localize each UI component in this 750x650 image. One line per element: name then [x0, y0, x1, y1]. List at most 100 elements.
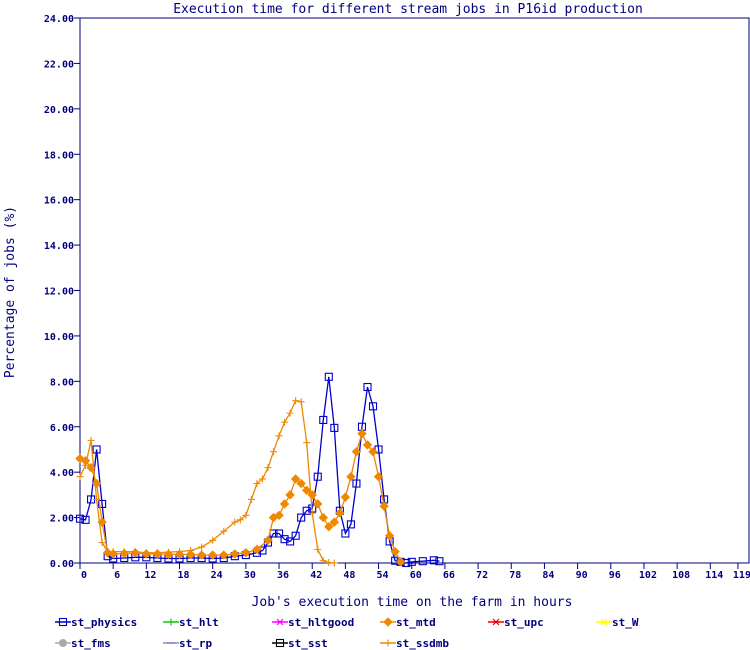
data-point-st-physics [75, 514, 85, 523]
data-point-st-ssdmb [281, 418, 289, 426]
series-st-ssdmb [76, 397, 338, 567]
data-point-st-physics [352, 479, 361, 488]
data-point-st-ssdmb [308, 509, 316, 517]
x-tick-label: 54 [377, 570, 389, 581]
legend-marker-st-physics [58, 617, 68, 627]
data-point-st-ssdmb [76, 473, 84, 481]
data-point-st-ssdmb [303, 439, 311, 447]
data-point-st-mtd [373, 472, 384, 482]
data-point-st-mtd [346, 472, 356, 482]
data-point-st-physics [302, 506, 311, 515]
legend-marker-st-ssdmb [384, 639, 392, 647]
data-point-st-ssdmb [187, 547, 195, 555]
series-st-mtd [75, 428, 406, 567]
data-point-st-ssdmb [98, 539, 106, 547]
x-tick-label: 114 [705, 570, 723, 581]
y-tick-label: 18.00 [44, 150, 74, 161]
legend-item-st-upc: st_upc [488, 616, 544, 629]
x-tick-label: 90 [576, 570, 588, 581]
series-layer [75, 372, 444, 568]
data-point-st-physics [291, 531, 300, 540]
legend-item-st-ssdmb: st_ssdmb [380, 637, 449, 650]
data-point-st-ssdmb [286, 409, 294, 417]
data-point-st-mtd [185, 549, 196, 560]
y-tick-label: 22.00 [44, 59, 74, 70]
data-point-st-mtd [368, 447, 378, 457]
data-point-st-mtd [329, 517, 340, 527]
data-point-st-ssdmb [82, 461, 90, 469]
y-tick-label: 16.00 [44, 196, 74, 207]
data-point-st-physics [435, 557, 444, 566]
data-point-st-ssdmb [247, 495, 255, 503]
data-point-st-mtd [390, 546, 400, 557]
series-line-st-physics [79, 376, 440, 564]
legend-label: st_ssdmb [396, 637, 449, 650]
data-point-st-mtd [384, 531, 395, 541]
data-point-st-physics [368, 402, 378, 411]
data-point-st-mtd [379, 501, 389, 511]
data-point-st-ssdmb [242, 511, 250, 519]
data-point-st-mtd [274, 510, 284, 521]
legend-label: st_hltgood [288, 616, 354, 629]
legend-item-st-fms: st_fms [55, 637, 111, 650]
data-point-st-mtd [252, 544, 262, 555]
data-point-st-mtd [285, 490, 295, 500]
data-point-st-ssdmb [176, 548, 184, 556]
legend-label: st_sst [288, 637, 328, 650]
data-point-st-physics [297, 513, 306, 522]
legend-label: st_upc [504, 616, 544, 629]
legend-marker-st-hlt [167, 618, 175, 626]
legend-label: st_mtd [396, 616, 436, 629]
data-point-st-ssdmb [231, 518, 239, 526]
plot-frame [79, 17, 750, 564]
data-point-st-physics [346, 520, 355, 529]
data-point-st-mtd [362, 440, 373, 450]
x-tick-label: 60 [410, 570, 422, 581]
data-point-st-mtd [196, 550, 207, 560]
x-tick-label: 36 [277, 570, 289, 581]
y-tick-label: 6.00 [50, 423, 74, 434]
data-point-st-mtd [219, 550, 229, 560]
data-point-st-mtd [335, 508, 345, 518]
data-point-st-physics [98, 499, 107, 509]
data-point-st-physics [324, 372, 333, 381]
data-point-st-mtd [313, 499, 323, 509]
x-tick-label: 102 [639, 570, 657, 581]
data-point-st-ssdmb [314, 545, 322, 553]
data-point-st-mtd [290, 474, 301, 484]
data-point-st-ssdmb [253, 480, 261, 488]
x-tick-label: 12 [144, 570, 156, 581]
legend-item-st-hltgood: st_hltgood [272, 616, 354, 629]
data-point-st-ssdmb [198, 543, 206, 551]
legend: st_physics st_hlt st_hltgood st_mtd st_upc st… [55, 616, 639, 650]
data-point-st-ssdmb [109, 548, 117, 556]
data-point-st-mtd [296, 478, 306, 489]
data-point-st-ssdmb [131, 548, 139, 556]
data-point-st-physics [280, 535, 289, 544]
legend-marker-st-fms [59, 639, 67, 647]
data-point-st-physics [274, 529, 284, 538]
legend-label: st_rp [179, 637, 212, 650]
legend-item-st-mtd: st_mtd [380, 616, 436, 629]
legend-item-st-W: st_W [596, 616, 639, 629]
x-tick-label: 66 [443, 570, 455, 581]
data-point-st-physics [286, 537, 295, 546]
data-point-st-physics [81, 515, 90, 524]
y-tick-label: 20.00 [44, 105, 74, 116]
data-point-st-mtd [351, 447, 362, 457]
data-point-st-ssdmb [209, 536, 217, 544]
data-point-st-mtd [324, 521, 334, 532]
data-point-st-ssdmb [236, 516, 244, 524]
x-tick-label: 18 [177, 570, 189, 581]
data-point-st-mtd [263, 535, 273, 545]
data-point-st-mtd [279, 499, 290, 509]
data-point-st-physics [313, 472, 322, 481]
x-tick-label: 42 [310, 570, 322, 581]
legend-marker-st-sst [275, 638, 285, 648]
legend-label: st_physics [71, 616, 137, 629]
x-axis-label: Job's execution time on the farm in hour… [252, 595, 573, 610]
data-point-st-ssdmb [330, 559, 338, 567]
data-point-st-mtd [241, 548, 251, 558]
legend-item-st-physics: st_physics [55, 616, 137, 629]
data-point-st-mtd [207, 550, 218, 560]
